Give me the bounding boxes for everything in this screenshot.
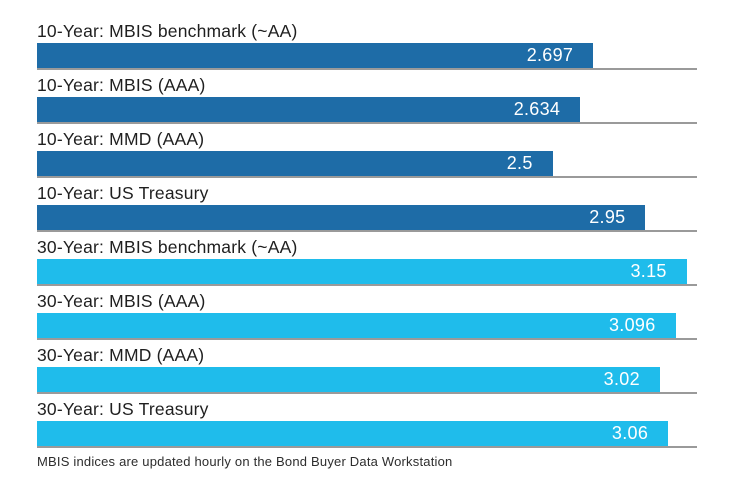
chart-row: 30-Year: MMD (AAA) 3.02 [37,345,697,394]
bar: 2.5 [37,151,553,176]
chart-row: 10-Year: MMD (AAA) 2.5 [37,129,697,178]
bar: 3.06 [37,421,669,446]
bar-category-label: 30-Year: MBIS (AAA) [37,291,206,311]
bar-baseline-track: 2.95 [37,205,697,232]
bar-value-label: 2.5 [506,153,533,173]
bar: 2.697 [37,43,594,68]
bar-baseline-track: 2.5 [37,151,697,178]
bar: 3.096 [37,313,676,338]
bar-value-label: 3.15 [630,261,667,281]
bond-yield-bar-chart: 10-Year: MBIS benchmark (~AA) 2.697 10-Yea… [37,21,697,470]
chart-footnote: MBIS indices are updated hourly on the B… [37,454,453,469]
bar-baseline-track: 3.02 [37,367,697,394]
bar: 3.02 [37,367,660,392]
chart-row: 30-Year: MBIS (AAA) 3.096 [37,291,697,340]
bar-baseline-track: 3.06 [37,421,697,448]
bar-category-label: 10-Year: MMD (AAA) [37,129,205,149]
bar-baseline-track: 3.15 [37,259,697,286]
bar-value-label: 3.02 [603,369,640,389]
bar-category-label: 10-Year: MBIS (AAA) [37,75,206,95]
chart-row: 30-Year: MBIS benchmark (~AA) 3.15 [37,237,697,286]
bar-rows: 10-Year: MBIS benchmark (~AA) 2.697 10-Yea… [37,21,697,448]
bar-value-label: 2.634 [513,99,561,119]
bar-category-label: 10-Year: MBIS benchmark (~AA) [37,21,298,41]
bar-value-label: 3.06 [611,423,649,443]
bar-category-label: 30-Year: MBIS benchmark (~AA) [37,237,298,257]
bar: 2.634 [37,97,581,122]
bar-category-label: 30-Year: MMD (AAA) [37,345,205,365]
bar-category-label: 10-Year: US Treasury [37,183,209,203]
bar-baseline-track: 3.096 [37,313,697,340]
bar: 3.15 [37,259,687,284]
chart-row: 10-Year: US Treasury 2.95 [37,183,697,232]
chart-row: 10-Year: MBIS benchmark (~AA) 2.697 [37,21,697,70]
chart-row: 10-Year: MBIS (AAA) 2.634 [37,75,697,124]
bar-baseline-track: 2.697 [37,43,697,70]
bar-baseline-track: 2.634 [37,97,697,124]
bar-value-label: 2.697 [526,45,574,65]
bar-value-label: 3.096 [609,315,656,335]
bar-category-label: 30-Year: US Treasury [37,399,209,419]
bar-value-label: 2.95 [589,207,626,227]
chart-row: 30-Year: US Treasury 3.06 [37,399,697,448]
bar: 2.95 [37,205,646,230]
